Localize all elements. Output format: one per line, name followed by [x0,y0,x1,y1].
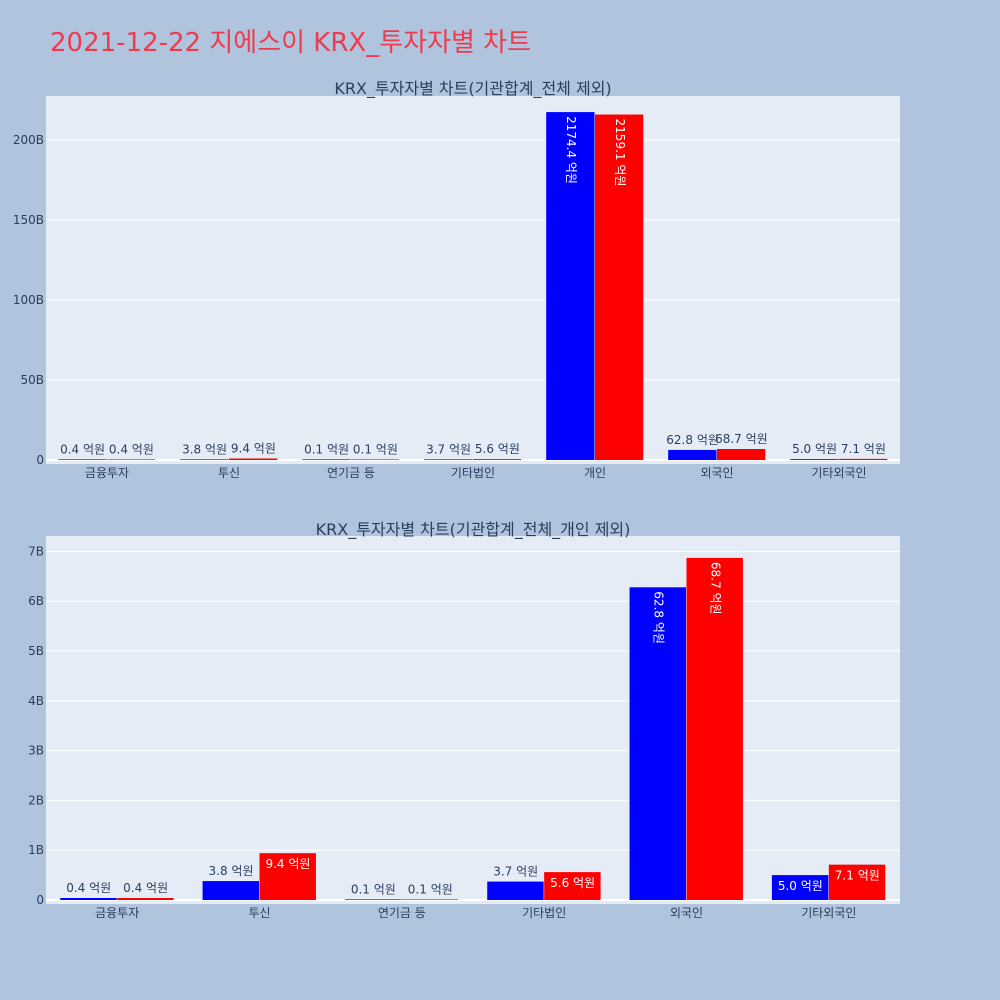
data-label: 3.8 억원 [182,442,227,456]
x-tick-label: 기타외국인 [811,466,866,480]
chart-top: 0 50B 100B 150B 200B KRX_투자자별 차트(기관합계_전체 제외) 금… [13,79,900,480]
y-tick-label: 0 [36,453,44,467]
y-tick-label: 150B [13,213,44,227]
page-title: 2021-12-22 지에스이 KRX_투자자별 차트 [50,28,532,58]
bar [771,875,829,900]
y-tick-label: 1B [28,843,44,857]
y-tick-label: 3B [28,744,44,758]
data-label: 5.0 억원 [792,442,837,456]
data-label: 3.8 억원 [209,864,254,878]
bar [117,898,174,900]
x-tick-label: 투신 [218,466,240,480]
data-label: 68.7 억원 [708,562,722,615]
data-label: 0.4 억원 [66,881,111,895]
data-label: 0.1 억원 [351,882,396,896]
data-label: 5.6 억원 [475,442,520,456]
bar [595,114,644,460]
chart-title: KRX_투자자별 차트(기관합계_전체_개인 제외) [316,520,631,540]
data-label: 7.1 억원 [835,869,880,883]
plot-area [46,96,900,464]
bar [424,459,473,460]
bar [717,449,766,460]
chart-bottom: 0 1B 2B 3B 4B 5B 6B 7B KRX_투자자별 차트(기관합계_전체_개인 제외… [28,520,900,920]
x-tick-label: 기타법인 [451,466,495,480]
data-label: 7.1 억원 [841,442,886,456]
y-tick-label: 5B [28,644,44,658]
bar [473,459,522,460]
data-label: 68.7 억원 [715,432,768,446]
bar [629,587,686,900]
data-label: 5.6 억원 [550,876,595,890]
bar [58,459,107,460]
data-label: 9.4 억원 [265,857,310,871]
bar [839,458,888,460]
data-label: 2174.4 억원 [564,116,578,184]
data-label: 5.0 억원 [778,879,823,893]
plot-area [46,536,900,904]
data-label: 0.1 억원 [304,442,349,456]
bar [259,853,316,900]
y-tick-label: 6B [28,594,44,608]
data-label: 3.7 억원 [493,865,538,879]
chart-title: KRX_투자자별 차트(기관합계_전체 제외) [334,79,611,99]
bar [790,459,839,460]
data-label: 0.4 억원 [109,442,154,456]
x-tick-label: 연기금 등 [378,906,426,920]
y-tick-label: 4B [28,694,44,708]
y-tick-label: 2B [28,793,44,807]
x-tick-label: 금융투자 [85,466,129,480]
bar [828,864,886,900]
data-label: 3.7 억원 [426,442,471,456]
data-label: 62.8 억원 [666,433,719,447]
x-tick-label: 연기금 등 [327,466,375,480]
data-label: 2159.1 억원 [613,119,627,187]
bar [202,881,259,900]
x-tick-label: 기타외국인 [801,906,856,920]
data-label: 9.4 억원 [231,441,276,455]
y-tick-label: 7B [28,544,44,558]
data-label: 0.4 억원 [60,442,105,456]
x-tick-label: 외국인 [670,906,703,920]
bar [401,899,459,900]
bar [302,459,351,460]
x-tick-label: 외국인 [700,466,733,480]
x-tick-label: 금융투자 [95,906,139,920]
y-tick-label: 50B [20,373,44,387]
bar [229,458,278,460]
y-tick-label: 0 [36,893,44,907]
bar [344,899,402,900]
x-tick-label: 투신 [248,906,270,920]
data-label: 0.1 억원 [408,882,453,896]
bar [668,449,717,460]
bar [544,872,601,900]
bar [60,898,117,900]
y-tick-label: 100B [13,293,44,307]
bar [686,557,743,900]
bar [107,459,156,460]
x-tick-label: 개인 [584,466,606,480]
x-tick-label: 기타법인 [522,906,566,920]
y-tick-label: 200B [13,133,44,147]
bar [351,459,400,460]
bar [546,112,595,460]
bar [487,881,544,900]
data-label: 62.8 억원 [652,591,666,644]
data-label: 0.4 억원 [123,881,168,895]
data-label: 0.1 억원 [353,442,398,456]
bar [180,459,229,460]
